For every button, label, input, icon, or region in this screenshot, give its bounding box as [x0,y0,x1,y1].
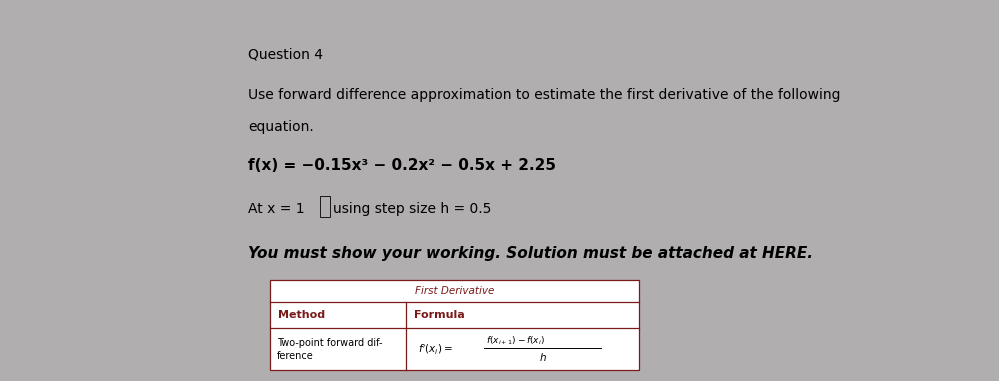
Text: f(x) = −0.15x³ − 0.2x² − 0.5x + 2.25: f(x) = −0.15x³ − 0.2x² − 0.5x + 2.25 [248,158,555,173]
Text: Question 4: Question 4 [248,48,323,62]
Text: using step size h = 0.5: using step size h = 0.5 [333,202,492,216]
Text: First Derivative: First Derivative [415,286,495,296]
Text: At x = 1: At x = 1 [248,202,305,216]
Text: equation.: equation. [248,120,314,134]
Text: Method: Method [278,310,325,320]
Text: Formula: Formula [415,310,466,320]
Text: Two-point forward dif-: Two-point forward dif- [277,338,383,348]
Text: You must show your working. Solution must be attached at HERE.: You must show your working. Solution mus… [248,246,813,261]
Text: $f'(x_i)=$: $f'(x_i)=$ [419,342,454,356]
Text: ference: ference [277,351,314,361]
Text: $f(x_{i+1})-f(x_i)$: $f(x_{i+1})-f(x_i)$ [487,334,545,347]
Text: $h$: $h$ [538,351,546,363]
Text: Use forward difference approximation to estimate the first derivative of the fol: Use forward difference approximation to … [248,88,840,102]
